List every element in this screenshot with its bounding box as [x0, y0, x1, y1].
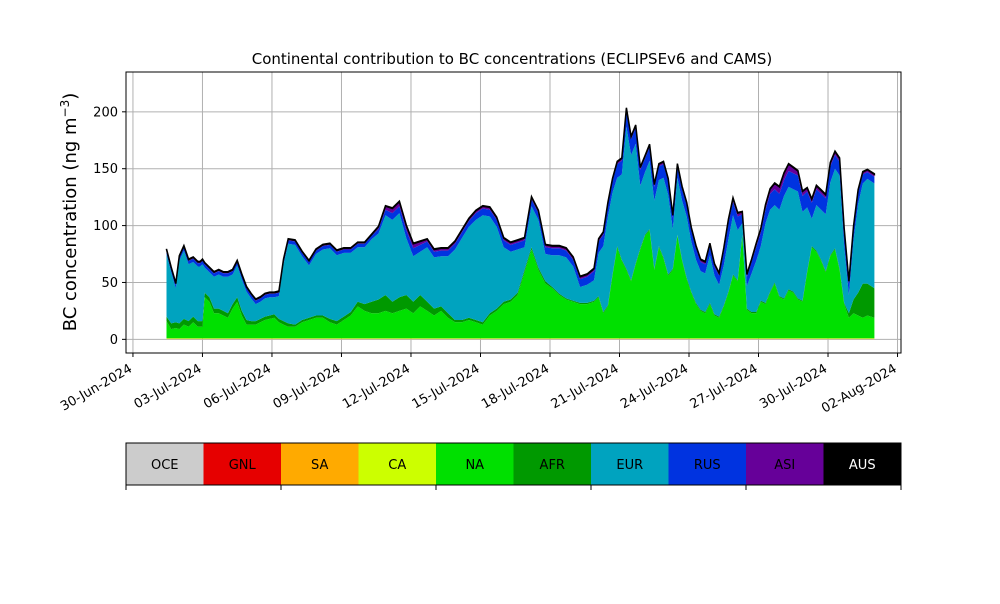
x-tick-label: 09-Jul-2024 [271, 361, 344, 412]
colorbar-label-na: NA [465, 458, 484, 473]
colorbar-label-sa: SA [311, 458, 328, 473]
y-tick-label: 100 [93, 219, 118, 234]
colorbar-label-gnl: GNL [229, 458, 257, 473]
colorbar-legend: OCE GNL SA CA NA AFR EUR RUS ASI AUS [126, 443, 902, 490]
x-tick-label: 24-Jul-2024 [618, 361, 691, 412]
colorbar-label-oce: OCE [151, 458, 179, 473]
y-tick-label: 50 [101, 276, 118, 291]
colorbar-label-afr: AFR [540, 458, 565, 473]
chart-title: Continental contribution to BC concentra… [252, 50, 773, 68]
stacked-areas [167, 108, 875, 339]
colorbar-label-rus: RUS [694, 458, 721, 473]
y-axis-label: BC concentration (ng m−3) [58, 93, 81, 332]
area-ca [167, 338, 875, 339]
colorbar-label-asi: ASI [774, 458, 795, 473]
x-tick-label: 27-Jul-2024 [688, 361, 761, 412]
x-tick-label: 15-Jul-2024 [410, 361, 483, 412]
x-tick-label: 18-Jul-2024 [479, 361, 552, 412]
y-tick-label: 200 [93, 105, 118, 120]
x-tick-label: 02-Aug-2024 [819, 361, 899, 416]
x-tick-label: 30-Jun-2024 [58, 361, 135, 414]
x-tick-label: 03-Jul-2024 [132, 361, 205, 412]
x-tick-label: 21-Jul-2024 [549, 361, 622, 412]
colorbar-label-ca: CA [388, 458, 406, 473]
x-tick-label: 12-Jul-2024 [340, 361, 413, 412]
y-tick-label: 0 [110, 333, 118, 348]
y-tick-label: 150 [93, 162, 118, 177]
colorbar-label-aus: AUS [849, 458, 876, 473]
colorbar-label-eur: EUR [616, 458, 643, 473]
x-tick-label: 06-Jul-2024 [201, 361, 274, 412]
